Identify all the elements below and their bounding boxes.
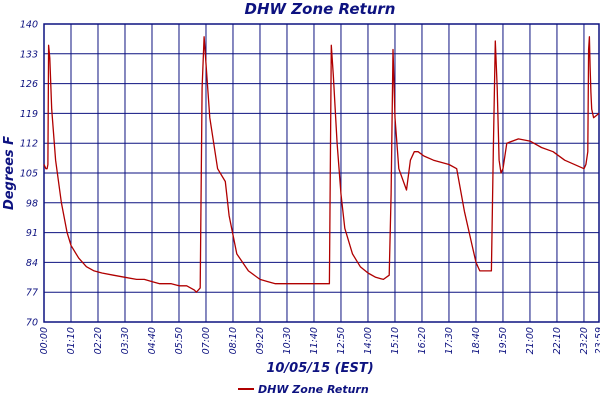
legend-label: DHW Zone Return (258, 383, 369, 396)
y-tick-label: 112 (20, 139, 38, 150)
x-tick-label: 14:00 (363, 327, 374, 354)
y-tick-label: 133 (20, 49, 38, 60)
x-tick-label: 02:20 (93, 327, 104, 354)
x-tick-label: 07:00 (201, 327, 212, 354)
x-tick-label: 11:40 (309, 327, 320, 354)
x-tick-label: 10:30 (282, 327, 293, 354)
x-tick-label: 22:10 (552, 327, 563, 354)
x-tick-label: 18:40 (471, 327, 482, 354)
y-tick-label: 126 (20, 79, 38, 90)
x-axis-ticks: 00:00 01:10 02:20 03:30 04:40 05:50 07:00 08:10… (39, 327, 600, 354)
x-tick-label: 23:20 (579, 327, 590, 354)
x-tick-label: 09:20 (255, 327, 266, 354)
chart-title: DHW Zone Return (245, 0, 396, 18)
x-tick-label: 03:30 (120, 327, 131, 354)
y-tick-label: 98 (26, 198, 38, 209)
series-layer (43, 36, 600, 293)
y-tick-label: 140 (20, 20, 38, 31)
x-tick-label: 08:10 (228, 327, 239, 354)
x-tick-label: 21:00 (525, 327, 536, 354)
legend: DHW Zone Return (238, 383, 369, 396)
x-tick-label: 04:40 (147, 327, 158, 354)
x-tick-label: 23:59 (594, 327, 600, 354)
x-tick-label: 05:50 (174, 327, 185, 354)
y-tick-label: 77 (26, 288, 38, 299)
y-tick-label: 91 (26, 228, 38, 239)
x-tick-label: 15:10 (390, 327, 401, 354)
x-tick-label: 12:50 (336, 327, 347, 354)
y-axis-title: Degrees F (2, 136, 17, 210)
y-axis-ticks: 70 77 84 91 98 105 112 119 126 133 140 (20, 20, 38, 329)
y-tick-label: 70 (26, 318, 38, 329)
x-tick-label: 00:00 (39, 327, 50, 354)
x-tick-label: 01:10 (66, 327, 77, 354)
y-tick-label: 84 (26, 258, 38, 269)
x-tick-label: 19:50 (498, 327, 509, 354)
series-line (43, 36, 600, 293)
y-tick-label: 105 (20, 169, 38, 180)
x-tick-label: 16:20 (417, 327, 428, 354)
x-axis-title: 10/05/15 (EST) (266, 361, 373, 376)
y-tick-label: 119 (20, 109, 38, 120)
x-tick-label: 17:30 (444, 327, 455, 354)
